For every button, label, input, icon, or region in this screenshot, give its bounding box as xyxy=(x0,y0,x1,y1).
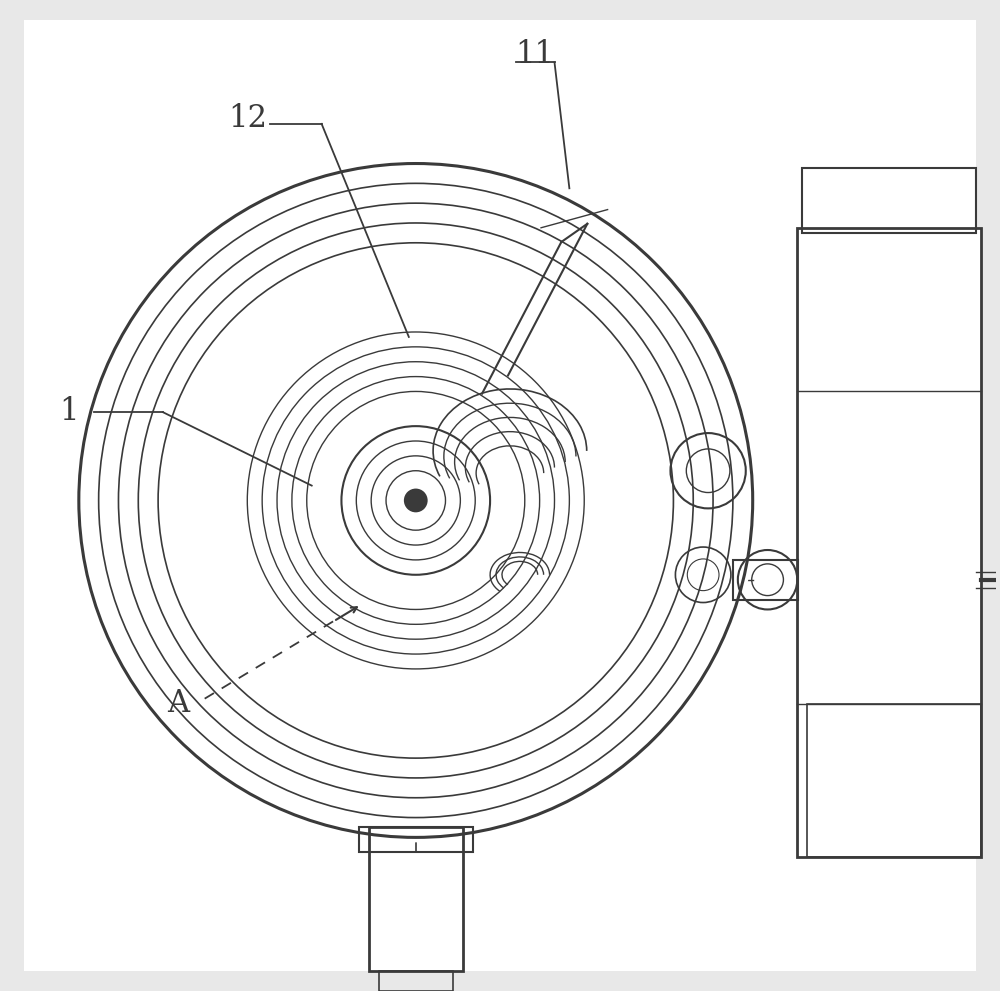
Bar xyxy=(359,827,473,852)
Circle shape xyxy=(74,159,758,842)
Bar xyxy=(797,228,981,857)
Text: 1: 1 xyxy=(59,395,79,427)
Bar xyxy=(379,971,453,991)
Text: 12: 12 xyxy=(228,103,267,135)
Text: A: A xyxy=(167,688,189,719)
Text: 11: 11 xyxy=(515,39,554,70)
Bar xyxy=(733,560,798,600)
Bar xyxy=(802,168,976,233)
Circle shape xyxy=(404,489,428,512)
Bar xyxy=(369,827,463,971)
Bar xyxy=(797,228,981,857)
Bar xyxy=(807,704,981,857)
